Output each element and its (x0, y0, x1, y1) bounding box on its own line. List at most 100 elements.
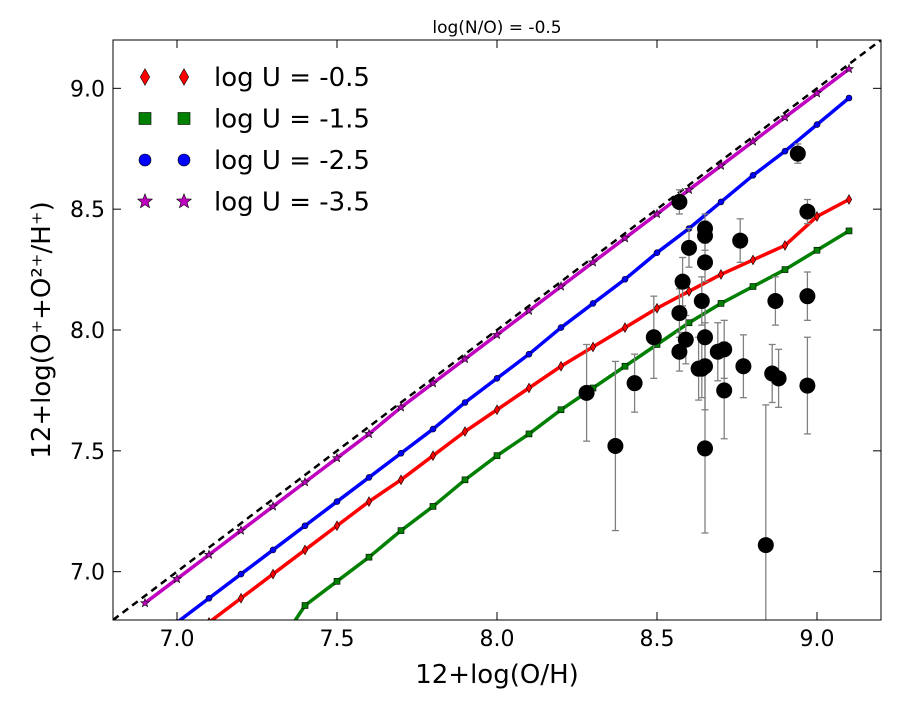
series-point-logU-3.5 (395, 402, 407, 412)
x-ticks-group: 7.0 7.5 8.0 8.5 9.0 (160, 40, 835, 652)
legend-marker (177, 112, 191, 125)
series-point-logU-1.5 (493, 452, 501, 459)
legend: log U = -0.5 log U = -1.5 log U = -2.5 log … (136, 63, 370, 218)
series-point-logU-3.5 (363, 428, 375, 439)
observation-point (799, 203, 816, 220)
observation-point (697, 329, 713, 346)
series-point-logU-3.5 (523, 305, 535, 315)
series-point-logU-0.5 (717, 269, 725, 280)
series-point-logU-1.5 (813, 246, 821, 254)
chart-title: log(N/O) = -0.5 (432, 18, 561, 38)
series-point-logU-3.5 (267, 501, 279, 511)
series-point-logU-2.5 (621, 275, 629, 283)
series-point-logU-3.5 (299, 476, 311, 487)
observation-point (799, 377, 816, 394)
series-point-logU-2.5 (333, 498, 341, 505)
series-point-logU-3.5 (747, 136, 759, 146)
legend-marker (178, 68, 190, 86)
series-point-logU-1.5 (621, 362, 629, 370)
legend-marker (138, 153, 152, 167)
series-point-logU-2.5 (365, 474, 373, 481)
observation-point (671, 193, 688, 210)
series-point-logU-3.5 (619, 232, 631, 243)
observation-point (770, 370, 787, 387)
x-tick-label: 7.5 (320, 627, 355, 652)
y-tick-label: 8.5 (70, 198, 105, 223)
series-point-logU-3.5 (555, 281, 567, 291)
legend-label: log U = -1.5 (214, 105, 370, 135)
series-point-logU-1.5 (845, 227, 853, 235)
observation-point (716, 382, 733, 399)
series-point-logU-2.5 (525, 350, 533, 358)
observation-point (645, 329, 662, 346)
series-point-logU-3.5 (715, 160, 727, 170)
series-point-logU-1.5 (333, 578, 341, 585)
observation-point (799, 288, 816, 305)
series-point-logU-3.5 (171, 573, 183, 584)
series-point-logU-1.5 (557, 406, 565, 414)
series-point-logU-2.5 (589, 300, 597, 307)
series-point-logU-1.5 (525, 430, 533, 438)
series-point-logU-2.5 (717, 198, 725, 206)
series-point-logU-0.5 (207, 617, 211, 620)
legend-marker (175, 192, 193, 209)
series-point-logU-1.5 (301, 602, 309, 609)
series-point-logU-3.5 (203, 549, 215, 560)
series-point-logU-1.5 (461, 476, 469, 484)
series-point-logU-2.5 (557, 324, 565, 331)
series-point-logU-0.5 (845, 194, 853, 205)
observation-point (681, 239, 697, 256)
series-point-logU-2.5 (781, 147, 789, 155)
observation-point (767, 293, 784, 309)
series-point-logU-0.5 (525, 382, 533, 394)
series-point-logU-2.5 (845, 94, 853, 102)
legend-marker (139, 68, 151, 86)
observation-point (732, 232, 749, 249)
series-point-logU-3.5 (235, 525, 247, 535)
legend-label: log U = -2.5 (214, 146, 370, 176)
series-point-logU-2.5 (493, 375, 501, 382)
x-tick-label: 8.5 (640, 627, 675, 652)
series-point-logU-0.5 (237, 592, 245, 604)
series-point-logU-3.5 (459, 353, 471, 364)
series-point-logU-0.5 (589, 341, 597, 353)
legend-marker (177, 153, 191, 167)
x-axis-label: 12+log(O/H) (415, 660, 579, 690)
series-point-logU-0.5 (653, 302, 661, 314)
observation-point (735, 358, 752, 375)
series-point-logU-0.5 (685, 285, 693, 297)
series-point-logU-2.5 (301, 522, 309, 530)
series-point-logU-1.5 (781, 266, 789, 273)
series-point-logU-0.5 (333, 520, 341, 532)
series-point-logU-3.5 (587, 257, 599, 267)
series-point-logU-3.5 (331, 452, 343, 463)
series-markers-group (139, 63, 855, 657)
series-point-logU-0.5 (781, 240, 789, 251)
y-axis-label: 12+log(O⁺+O²⁺/H⁺) (27, 201, 57, 458)
y-tick-label: 8.0 (70, 319, 105, 344)
series-point-logU-1.5 (685, 319, 693, 327)
y-tick-label: 7.0 (70, 561, 105, 586)
series-point-logU-3.5 (843, 63, 855, 74)
series-point-logU-3.5 (139, 597, 151, 608)
x-tick-label: 7.0 (160, 627, 195, 652)
observation-point (674, 273, 691, 290)
observations-group (578, 145, 816, 554)
series-point-logU-2.5 (813, 121, 821, 128)
series-point-logU-0.5 (461, 426, 469, 437)
series-point-logU-3.5 (779, 112, 791, 122)
series-point-logU-2.5 (205, 594, 213, 602)
series-point-logU-2.5 (237, 570, 245, 578)
series-point-logU-3.5 (491, 329, 503, 340)
series-point-logU-3.5 (683, 184, 695, 195)
series-point-logU-0.5 (621, 322, 629, 333)
observation-point (671, 305, 688, 322)
series-point-logU-1.5 (270, 651, 276, 657)
series-point-logU-1.5 (749, 283, 757, 290)
legend-marker (136, 192, 154, 209)
observation-point (693, 293, 710, 309)
series-point-logU-0.5 (493, 404, 501, 416)
series-point-logU-1.5 (429, 503, 437, 510)
